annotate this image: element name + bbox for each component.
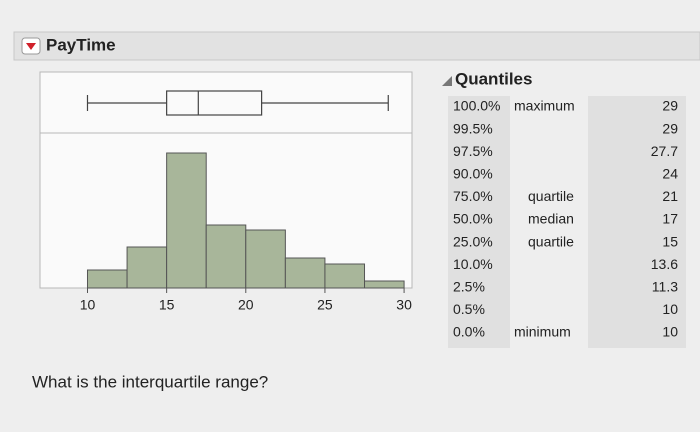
bar [284,257,326,289]
box [166,90,263,116]
quantile-value: 29 [662,120,678,136]
header-bar [13,31,700,61]
quantile-percent: 10.0% [453,256,493,272]
percent-column-bg [448,96,510,348]
bar [245,229,286,289]
quantile-percent: 2.5% [453,279,485,295]
menu-triangle [26,43,36,50]
quantile-label: maximum [514,98,575,114]
quantile-percent: 75.0% [453,188,493,204]
header-title: PayTime [46,35,116,54]
quantile-percent: 0.5% [453,301,485,317]
bar [364,280,405,289]
x-tick-label: 20 [238,297,254,313]
quantile-percent: 50.0% [453,211,493,227]
x-tick-label: 15 [159,297,175,313]
quantile-value: 27.7 [651,143,678,159]
quantile-percent: 25.0% [453,233,493,249]
quantile-percent: 90.0% [453,166,493,182]
bar [86,269,128,289]
quantile-label: quartile [528,188,574,204]
quantile-value: 24 [662,166,678,182]
quantile-value: 10 [662,324,678,340]
value-column-bg [588,96,686,348]
quantile-label: minimum [514,324,571,340]
quantile-value: 21 [662,188,678,204]
x-tick-label: 10 [80,297,96,313]
quantile-value: 29 [662,98,678,114]
quantile-value: 17 [662,211,678,227]
bar [205,224,247,289]
collapse-icon[interactable] [442,76,452,86]
bar [166,152,207,289]
quantile-value: 10 [662,301,678,317]
bar [126,246,168,289]
quantile-label: quartile [528,233,574,249]
quantile-value: 11.3 [652,279,678,295]
x-tick-label: 25 [317,297,333,313]
quantile-percent: 0.0% [453,324,485,340]
quantile-label: median [528,211,574,227]
x-tick-label: 30 [396,297,412,313]
bar [324,263,366,289]
quantile-percent: 97.5% [453,143,493,159]
quantile-percent: 99.5% [453,120,493,136]
quantile-value: 15 [662,233,678,249]
quantile-value: 13.6 [651,256,678,272]
question: What is the interquartile range? [32,372,268,391]
quantiles-title: Quantiles [455,69,532,88]
quantile-percent: 100.0% [453,98,500,114]
